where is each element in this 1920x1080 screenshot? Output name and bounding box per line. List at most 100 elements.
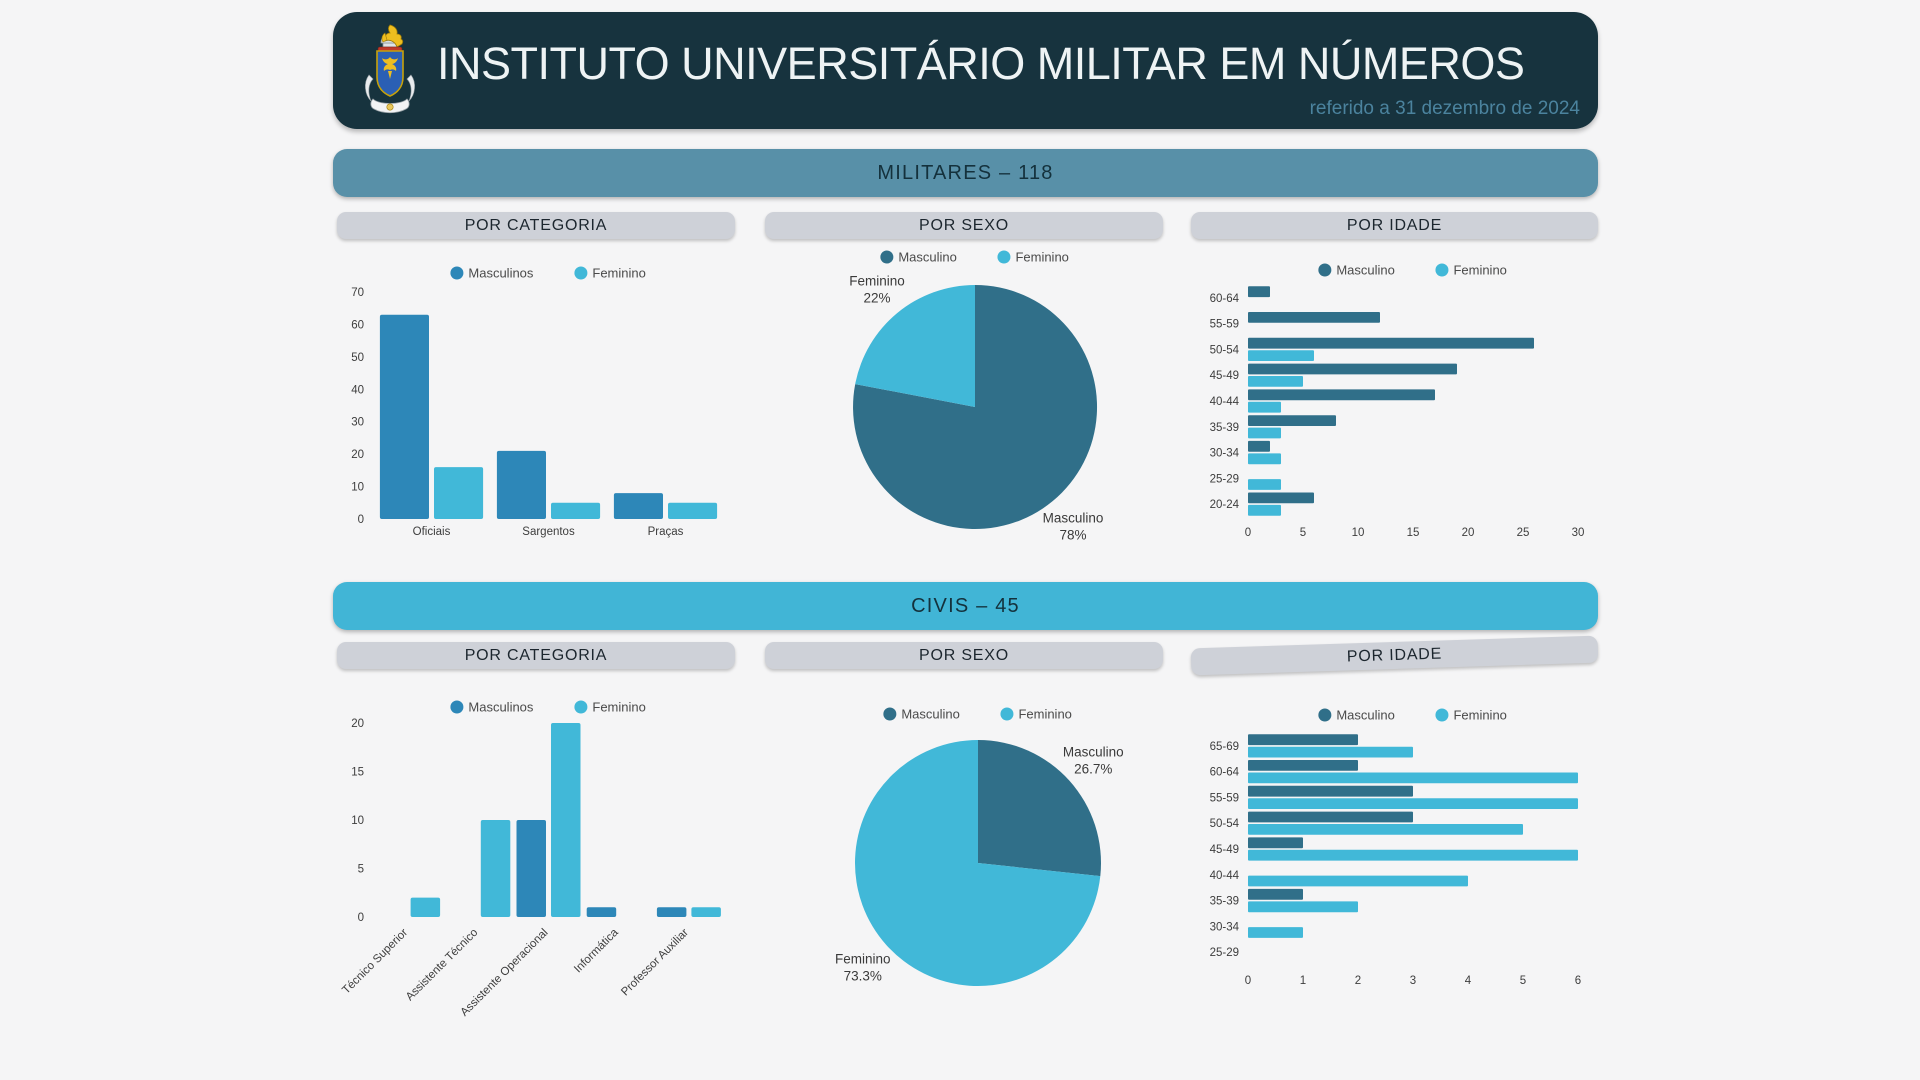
legend-dot bbox=[574, 700, 588, 714]
age-group-label: 40-44 bbox=[1210, 396, 1240, 408]
y-axis-tick-label: 20 bbox=[351, 718, 364, 730]
legend-label: Feminino bbox=[592, 700, 645, 715]
bar-masculino bbox=[1248, 785, 1413, 797]
bar-masculinos bbox=[656, 907, 687, 917]
pie-slice-feminino bbox=[855, 285, 975, 407]
bar-masculino bbox=[1248, 837, 1303, 849]
y-axis-tick-label: 60 bbox=[351, 319, 364, 331]
age-group-label: 60-64 bbox=[1210, 767, 1240, 779]
bar-masculino bbox=[1248, 492, 1314, 504]
legend-label: Masculino bbox=[901, 707, 960, 722]
pill-label: POR IDADE bbox=[1346, 645, 1443, 665]
bar-masculino bbox=[1248, 440, 1270, 452]
bar-feminino bbox=[1248, 849, 1578, 861]
legend-label: Masculinos bbox=[468, 700, 534, 715]
chart-civis-por-sexo: Masculino Feminino Masculino 26.7% Feminino 7… bbox=[770, 700, 1170, 1000]
legend-dot bbox=[1318, 708, 1332, 722]
pie-slice-masculino bbox=[853, 285, 1098, 529]
x-axis-tick-label: 5 bbox=[1300, 527, 1306, 539]
legend-label: Masculinos bbox=[468, 266, 534, 281]
bar-feminino bbox=[1248, 875, 1468, 887]
legend-dot bbox=[1435, 708, 1449, 722]
bar-masculino bbox=[1248, 363, 1457, 375]
bar-masculino bbox=[1248, 415, 1336, 426]
age-group-label: 45-49 bbox=[1210, 844, 1239, 856]
pill-label: POR SEXO bbox=[919, 216, 1009, 234]
pie-label-pct: 78% bbox=[1059, 527, 1086, 542]
legend-label: Masculino bbox=[898, 250, 957, 265]
bar-masculinos bbox=[613, 493, 663, 519]
x-axis-tick-label: 25 bbox=[1517, 527, 1530, 539]
x-axis-tick-label: 1 bbox=[1300, 975, 1306, 987]
age-group-label: 35-39 bbox=[1210, 422, 1239, 434]
legend-dot bbox=[450, 266, 464, 280]
category-label: Oficiais bbox=[413, 526, 451, 538]
militares-banner-label: MILITARES – 118 bbox=[877, 161, 1054, 184]
bar-feminino bbox=[1248, 427, 1281, 439]
pill-label: POR IDADE bbox=[1346, 216, 1443, 234]
y-axis-tick-label: 0 bbox=[358, 514, 364, 526]
y-axis-tick-label: 20 bbox=[351, 449, 364, 461]
x-axis-tick-label: 0 bbox=[1245, 527, 1251, 539]
category-label: Informática bbox=[572, 926, 621, 975]
legend-dot bbox=[997, 250, 1011, 264]
pie-label-name: Feminino bbox=[835, 952, 891, 967]
age-group-label: 40-44 bbox=[1210, 870, 1240, 882]
ium-coat-of-arms-icon bbox=[365, 24, 415, 114]
bar-masculinos bbox=[496, 450, 546, 519]
bar-feminino bbox=[551, 502, 601, 519]
chart-civis-por-idade: Masculino Feminino 0 1 2 3 4 5 6 65-69 60-64 55-59 5… bbox=[1194, 695, 1604, 995]
chart-militares-por-idade: Masculino Feminino 0 5 10 15 20 25 30 60-64 55-59 5… bbox=[1194, 245, 1604, 545]
bar-feminino bbox=[1248, 927, 1303, 938]
chart-militares-por-sexo: Masculino Feminino Masculino 78% Feminino 22% bbox=[770, 245, 1170, 555]
bar-feminino bbox=[1248, 746, 1413, 758]
militares-header-sexo: POR SEXO bbox=[765, 212, 1163, 239]
category-label: Professor Auxiliar bbox=[619, 927, 691, 999]
bar-feminino bbox=[691, 907, 721, 917]
legend-label: Feminino bbox=[1015, 250, 1068, 265]
page-header: INSTITUTO UNIVERSITÁRIO MILITAR EM NÚMER… bbox=[333, 12, 1598, 129]
bar-feminino bbox=[1248, 798, 1578, 809]
y-axis-tick-label: 70 bbox=[351, 287, 364, 299]
bar-masculino bbox=[1248, 760, 1358, 771]
x-axis-tick-label: 5 bbox=[1520, 975, 1526, 987]
age-group-label: 65-69 bbox=[1210, 741, 1239, 753]
legend-dot bbox=[574, 266, 588, 280]
bar-masculinos bbox=[586, 907, 617, 917]
y-axis-tick-label: 10 bbox=[351, 482, 364, 494]
bar-feminino bbox=[1248, 504, 1281, 516]
category-label: Assistente Técnico bbox=[404, 927, 481, 1004]
legend-dot bbox=[1318, 263, 1332, 277]
x-axis-tick-label: 4 bbox=[1465, 975, 1472, 987]
legend-dot bbox=[883, 707, 897, 721]
bar-masculino bbox=[1248, 734, 1358, 746]
legend-label: Feminino bbox=[592, 266, 645, 281]
legend-label: Feminino bbox=[1018, 707, 1071, 722]
bar-feminino bbox=[410, 897, 441, 917]
civis-header-categoria: POR CATEGORIA bbox=[337, 642, 735, 669]
legend-dot bbox=[880, 250, 894, 264]
age-group-label: 30-34 bbox=[1210, 448, 1240, 460]
bar-masculino bbox=[1248, 286, 1270, 298]
bar-feminino bbox=[480, 820, 511, 917]
pie-label-name: Feminino bbox=[849, 274, 905, 289]
bar-feminino bbox=[1248, 772, 1578, 784]
bar-feminino bbox=[551, 723, 581, 917]
pill-label: POR CATEGORIA bbox=[464, 216, 608, 234]
age-group-label: 60-64 bbox=[1210, 293, 1240, 305]
legend-dot bbox=[1435, 263, 1449, 277]
y-axis-tick-label: 5 bbox=[358, 864, 364, 876]
pie-label-name: Masculino bbox=[1063, 744, 1124, 759]
militares-header-categoria: POR CATEGORIA bbox=[337, 212, 735, 239]
bar-feminino bbox=[1248, 901, 1358, 913]
age-group-label: 30-34 bbox=[1210, 921, 1240, 933]
chart-civis-por-categoria: Masculinos Feminino 0 5 10 15 20 Técnico Superi… bbox=[340, 690, 740, 1019]
x-axis-tick-label: 3 bbox=[1410, 975, 1416, 987]
x-axis-tick-label: 20 bbox=[1462, 527, 1475, 539]
bar-feminino bbox=[1248, 479, 1281, 490]
pie-label-pct: 22% bbox=[863, 291, 890, 306]
bar-masculino bbox=[1248, 337, 1534, 349]
legend-label: Masculino bbox=[1336, 263, 1395, 278]
bar-masculino bbox=[1248, 389, 1435, 401]
bar-masculino bbox=[1248, 888, 1303, 900]
